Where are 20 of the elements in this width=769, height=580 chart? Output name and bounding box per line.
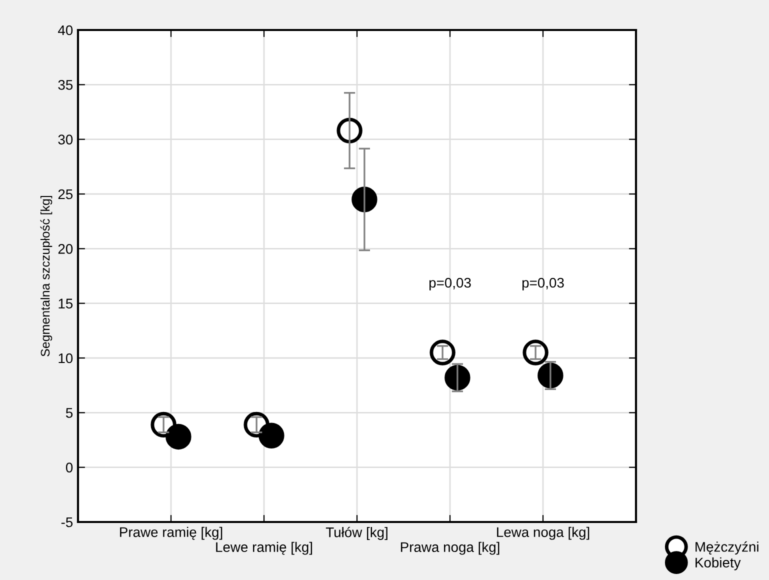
x-tick-label: Tułów [kg]	[326, 526, 388, 540]
legend-label: Mężczyźni	[696, 541, 758, 555]
y-tick-label: 15	[58, 298, 73, 309]
x-tick-label: Lewe ramię [kg]	[216, 542, 312, 555]
y-tick-label: 0	[66, 462, 73, 473]
y-tick-label: 35	[58, 80, 73, 90]
y-axis-title: Segmentalna szczupłość [kg]	[40, 196, 52, 356]
y-tick-label: 25	[58, 189, 73, 200]
annotation: p=0,03	[429, 278, 471, 290]
y-tick-label: -5	[61, 517, 73, 528]
x-tick-label: Prawa noga [kg]	[400, 542, 500, 555]
y-tick-label: 30	[58, 134, 73, 145]
annotation: p=0,03	[522, 278, 564, 290]
y-tick-label: 10	[58, 353, 73, 364]
y-tick-label: 20	[58, 244, 73, 254]
legend-label: Kobiety	[696, 557, 741, 570]
y-tick-label: 5	[66, 408, 73, 418]
x-tick-label: Lewa noga [kg]	[497, 526, 590, 540]
x-tick-label: Prawe ramię [kg]	[120, 526, 222, 540]
y-tick-label: 40	[58, 25, 73, 36]
